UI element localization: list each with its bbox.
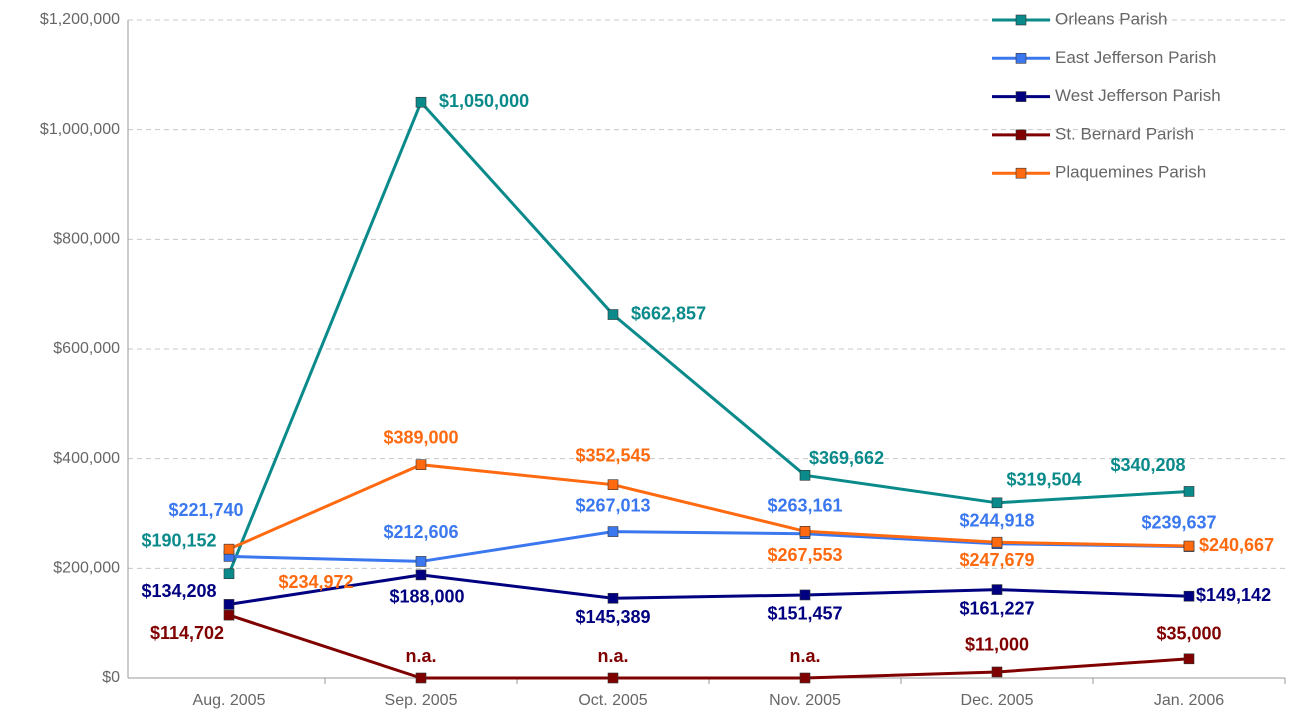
data-label: $114,702 (150, 623, 224, 643)
data-label: $234,972 (278, 572, 353, 592)
data-label: $11,000 (965, 635, 1029, 655)
point (415, 672, 427, 684)
data-label: $319,504 (1006, 470, 1081, 490)
point (799, 672, 811, 684)
legend-label: West Jefferson Parish (1055, 86, 1221, 105)
legend-marker (1015, 91, 1027, 102)
point (223, 543, 235, 555)
y-tick-label: $800,000 (53, 231, 120, 248)
y-tick-label: $400,000 (53, 450, 120, 467)
data-label: n.a. (789, 646, 820, 666)
x-tick-label: Oct. 2005 (578, 692, 647, 709)
series-line (227, 99, 1190, 575)
series-line (228, 463, 1190, 551)
data-label: $352,545 (575, 445, 650, 465)
data-label: $145,389 (575, 607, 650, 627)
data-label: $263,161 (767, 495, 842, 515)
series-line (228, 573, 1190, 606)
data-label: $247,679 (959, 550, 1034, 570)
point (607, 479, 619, 490)
data-label: n.a. (597, 646, 628, 666)
point (991, 584, 1003, 595)
data-label: $161,227 (959, 598, 1034, 618)
data-label: n.a. (405, 646, 436, 666)
data-label: $244,918 (959, 510, 1034, 530)
point (415, 96, 427, 108)
data-label: $221,740 (168, 500, 243, 520)
data-label: $1,050,000 (439, 91, 529, 111)
y-tick-label: $1,000,000 (40, 121, 120, 138)
legend-label: East Jefferson Parish (1055, 48, 1216, 67)
x-tick-label: Dec. 2005 (961, 692, 1034, 709)
x-tick-label: Jan. 2006 (1154, 692, 1224, 709)
data-label: $340,208 (1110, 455, 1185, 475)
y-tick-label: $600,000 (53, 340, 120, 357)
point (799, 589, 811, 601)
legend-marker (1015, 14, 1027, 26)
legend-marker (1015, 167, 1027, 179)
point (799, 525, 811, 537)
y-tick-label: $0 (102, 669, 120, 686)
data-label: $389,000 (383, 427, 458, 447)
point (607, 672, 619, 684)
point (799, 470, 811, 481)
x-tick-label: Sep. 2005 (385, 692, 458, 709)
data-label: $188,000 (389, 587, 464, 607)
legend-label: Orleans Parish (1055, 9, 1167, 28)
y-tick-label: $200,000 (53, 560, 120, 577)
series-line (228, 530, 1190, 563)
data-label: $662,857 (631, 303, 706, 323)
y-tick-label: $1,200,000 (40, 11, 120, 28)
legend-marker (1015, 129, 1027, 141)
data-label: $267,553 (767, 545, 842, 565)
data-label: $149,142 (1196, 585, 1271, 605)
point (607, 309, 619, 320)
point (415, 556, 427, 567)
point (1183, 653, 1195, 665)
point (607, 526, 619, 537)
x-tick-label: Aug. 2005 (193, 692, 266, 709)
data-label: $190,152 (141, 530, 216, 550)
point (1183, 540, 1195, 552)
point (607, 592, 619, 604)
data-label: $240,667 (1199, 535, 1274, 555)
point (1183, 486, 1195, 497)
point (991, 536, 1003, 548)
point (1183, 590, 1195, 602)
point (991, 666, 1003, 678)
legend-marker (1015, 52, 1027, 64)
series-line (228, 613, 1190, 680)
data-label: $134,208 (141, 581, 216, 601)
point (991, 497, 1003, 509)
data-label: $35,000 (1156, 624, 1221, 644)
data-label: $369,662 (809, 448, 884, 468)
point (415, 459, 427, 470)
data-label: $267,013 (575, 495, 650, 515)
point (415, 569, 427, 581)
point (223, 568, 235, 580)
data-label: $151,457 (767, 604, 842, 624)
legend-label: Plaquemines Parish (1055, 163, 1206, 182)
point (223, 599, 235, 610)
point (223, 609, 235, 621)
data-label: $212,606 (383, 522, 458, 542)
x-tick-label: Nov. 2005 (769, 692, 841, 709)
legend-label: St. Bernard Parish (1055, 124, 1194, 143)
data-label: $239,637 (1141, 512, 1216, 532)
